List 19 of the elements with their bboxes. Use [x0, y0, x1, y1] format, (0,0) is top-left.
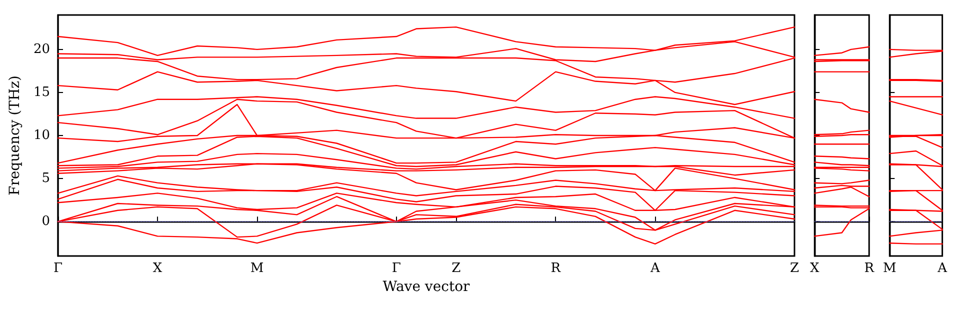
x-tick-label: M: [883, 261, 896, 276]
x-tick-label: A: [649, 261, 660, 276]
y-tick-label: 0: [42, 214, 50, 230]
x-tick-label: R: [864, 261, 876, 276]
y-tick-label: 5: [42, 171, 50, 186]
x-tick-label: M: [250, 261, 264, 276]
x-tick-label: Z: [452, 261, 461, 276]
x-tick-label: Γ: [53, 261, 63, 276]
x-tick-label: X: [152, 261, 163, 276]
x-tick-label: R: [550, 261, 562, 276]
y-tick-label: 15: [33, 84, 50, 100]
x-tick-label: X: [810, 261, 820, 276]
x-tick-label: Γ: [392, 261, 401, 276]
y-tick-label: 10: [33, 128, 50, 143]
x-axis-title: Wave vector: [382, 278, 470, 295]
x-tick-label: A: [936, 261, 948, 276]
x-tick-label: Z: [790, 261, 800, 276]
y-tick-label: 20: [33, 42, 50, 57]
y-axis-title: Frequency (THz): [7, 75, 23, 196]
